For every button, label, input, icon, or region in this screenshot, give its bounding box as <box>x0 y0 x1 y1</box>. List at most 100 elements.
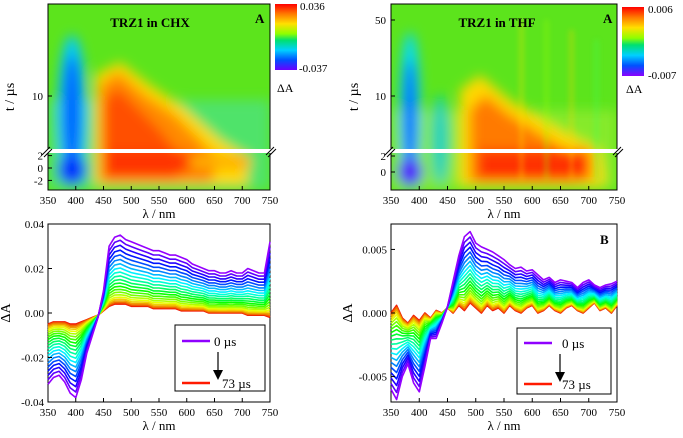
line-xtick-label: 550 <box>496 407 513 419</box>
axis-break-mark <box>265 146 277 158</box>
legend-thf-last: 73 µs <box>562 377 591 392</box>
heatmap-ylabel: t / µs <box>347 83 362 111</box>
heatmap-xtick-label: 650 <box>552 195 569 207</box>
axis-break-mark <box>41 146 53 158</box>
colorbar-thf <box>622 7 644 76</box>
spectrum-trace <box>390 276 618 347</box>
heatmap-ytick-label: 0 <box>381 167 387 179</box>
heatmap-xtick-label: 750 <box>609 195 626 207</box>
spectrum-trace <box>47 296 271 333</box>
heatmap-thf-title: TRZ1 in THF <box>458 15 535 30</box>
spectrum-trace <box>47 278 271 351</box>
heatmap-xtick-label: 450 <box>439 195 456 207</box>
line-thf-panel-label: B <box>600 232 609 247</box>
line-chart-thf: 350 400 450 500 550 600 650 700 750 λ / nm -0.005 0… <box>341 223 626 433</box>
line-chx-axes: 350 400 450 500 550 600 650 700 750 λ / nm -0.04 -0… <box>0 219 279 433</box>
heatmap-chx-title: TRZ1 in CHX <box>110 15 190 30</box>
heatmap-xtick-label: 350 <box>383 195 400 207</box>
spectrum-trace <box>390 286 618 337</box>
heatmap-ytick-label: 50 <box>375 15 387 27</box>
line-xtick-label: 700 <box>234 407 251 419</box>
heatmap-thf: TRZ1 in THF A 350 400 450 500 550 600 650 700 75… <box>347 3 677 221</box>
spectrum-trace <box>390 280 618 344</box>
line-xtick-label: 500 <box>468 407 485 419</box>
heatmap-ytick-label: 10 <box>32 91 44 103</box>
line-xtick-label: 450 <box>439 407 456 419</box>
colorbar-chx-max: 0.036 <box>300 1 325 13</box>
heatmap-ytick-label: -2 <box>34 175 43 187</box>
spectrum-trace <box>47 275 271 355</box>
heatmap-xtick-label: 400 <box>411 195 428 207</box>
line-xtick-label: 350 <box>383 407 400 419</box>
line-xtick-label: 600 <box>179 407 196 419</box>
line-xtick-label: 750 <box>262 407 279 419</box>
line-chart-chx: 350 400 450 500 550 600 650 700 750 λ / nm -0.04 -0… <box>0 219 279 433</box>
heatmap-xtick-label: 350 <box>40 195 57 207</box>
legend-chx: 0 µs 73 µs <box>174 324 266 392</box>
colorbar-chx <box>275 4 297 70</box>
spectrum-trace <box>47 294 271 335</box>
legend-thf-first: 0 µs <box>562 336 584 351</box>
line-xtick-label: 400 <box>411 407 428 419</box>
line-xtick-label: 400 <box>68 407 85 419</box>
spectrum-trace <box>390 292 618 331</box>
line-ytick-label: 0.00 <box>25 308 45 320</box>
spectrum-trace <box>390 289 618 334</box>
heatmap-chx-panel-label: A <box>255 11 265 26</box>
line-xlabel: λ / nm <box>487 418 520 433</box>
heatmap-xtick-label: 500 <box>468 195 485 207</box>
heatmap-ytick-label: 10 <box>375 91 387 103</box>
heatmap-ytick-label: 2 <box>38 151 44 163</box>
spectrum-trace <box>47 300 271 329</box>
legend-chx-first: 0 µs <box>214 334 236 349</box>
line-xtick-label: 650 <box>552 407 569 419</box>
line-ytick-label: 0.000 <box>362 308 387 320</box>
colorbar-thf-min: -0.007 <box>648 70 677 82</box>
line-thf-axes: 350 400 450 500 550 600 650 700 750 λ / nm -0.005 0… <box>341 244 626 433</box>
heatmap-xtick-label: 700 <box>234 195 251 207</box>
line-xlabel: λ / nm <box>142 418 175 433</box>
heatmap-xtick-label: 650 <box>206 195 223 207</box>
heatmap-chx: TRZ1 in CHX A 350 400 450 500 550 600 650 700 75… <box>3 1 328 221</box>
heatmap-xtick-label: 550 <box>151 195 168 207</box>
line-ytick-label: -0.04 <box>21 397 44 409</box>
colorbar-thf-max: 0.006 <box>648 4 673 16</box>
spectrum-trace <box>47 291 271 338</box>
line-xtick-label: 450 <box>95 407 112 419</box>
line-ytick-label: 0.005 <box>362 244 387 256</box>
spectrum-trace <box>47 285 271 344</box>
spectrum-trace <box>47 282 271 348</box>
line-xtick-label: 500 <box>123 407 140 419</box>
spectrum-trace <box>47 298 271 331</box>
line-ytick-label: -0.005 <box>359 372 388 384</box>
spectrum-trace <box>47 288 271 341</box>
line-xtick-label: 600 <box>524 407 541 419</box>
spectrum-trace <box>390 294 618 329</box>
line-xtick-label: 350 <box>40 407 57 419</box>
line-ylabel: ΔA <box>0 303 14 323</box>
line-xtick-label: 750 <box>609 407 626 419</box>
axis-break-mark <box>384 146 396 158</box>
heatmap-xtick-label: 600 <box>524 195 541 207</box>
line-ytick-label: -0.02 <box>21 353 44 365</box>
spectrum-trace <box>390 230 618 401</box>
heatmap-thf-panel-label: A <box>603 11 613 26</box>
spectrum-trace <box>47 234 271 399</box>
spectrum-trace <box>390 272 618 351</box>
line-ytick-label: 0.04 <box>25 219 45 231</box>
colorbar-chx-min: -0.037 <box>299 63 328 75</box>
heatmap-xtick-label: 550 <box>496 195 513 207</box>
legend-thf: 0 µs 73 µs <box>516 327 612 395</box>
spectrum-trace <box>390 283 618 340</box>
heatmap-xtick-label: 400 <box>68 195 85 207</box>
traces-thf <box>390 230 618 401</box>
traces-chx <box>47 234 271 399</box>
heatmap-ytick-label: 2 <box>381 151 387 163</box>
legend-chx-last: 73 µs <box>222 376 251 391</box>
heatmap-ylabel: t / µs <box>3 83 18 111</box>
heatmap-xlabel: λ / nm <box>142 206 175 221</box>
colorbar-chx-label: ΔA <box>277 81 294 95</box>
heatmap-xtick-label: 750 <box>262 195 279 207</box>
line-xtick-label: 650 <box>206 407 223 419</box>
